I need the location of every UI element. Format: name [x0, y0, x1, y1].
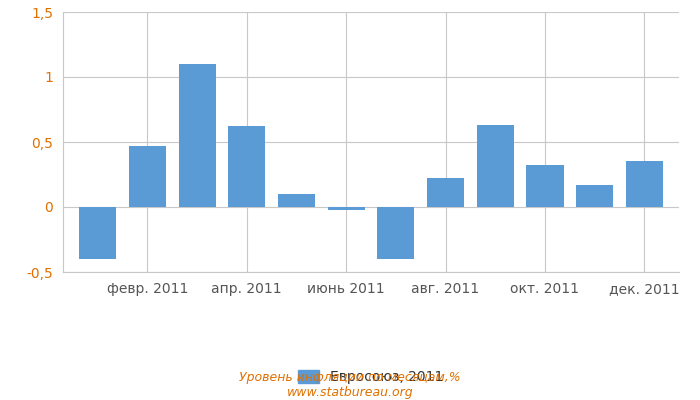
Legend: Евросоюз, 2011: Евросоюз, 2011 [293, 365, 449, 390]
Text: Уровень инфляции по месяцам,%: Уровень инфляции по месяцам,% [239, 372, 461, 384]
Bar [427, 178, 464, 207]
Bar [129, 146, 166, 207]
Bar [626, 162, 663, 207]
Bar [477, 125, 514, 207]
Bar [79, 207, 116, 259]
Bar [377, 207, 414, 259]
Bar [278, 194, 315, 207]
Bar [178, 64, 216, 207]
Text: www.statbureau.org: www.statbureau.org [287, 386, 413, 399]
Bar [228, 126, 265, 207]
Bar [576, 185, 613, 207]
Bar [526, 166, 564, 207]
Bar [328, 207, 365, 210]
